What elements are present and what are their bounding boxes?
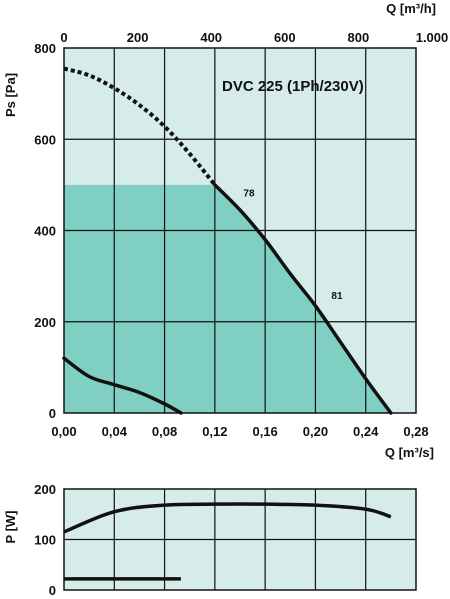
x-tick-label: 0,12 bbox=[202, 424, 227, 439]
x2-tick-label: 400 bbox=[200, 30, 222, 45]
power-tick-label: 0 bbox=[49, 583, 56, 598]
power-tick-label: 200 bbox=[34, 482, 56, 497]
bottom-axis-label: Q [m³/s] bbox=[385, 445, 434, 460]
power-chart-frame bbox=[63, 488, 417, 591]
x-tick-label: 0,28 bbox=[403, 424, 428, 439]
pressure-curves bbox=[62, 66, 393, 415]
x2-tick-label: 800 bbox=[348, 30, 370, 45]
x-tick-label: 0,24 bbox=[353, 424, 379, 439]
pressure-chart-frame bbox=[63, 47, 417, 414]
y-tick-label: 200 bbox=[34, 315, 56, 330]
x-tick-label: 0,04 bbox=[102, 424, 128, 439]
power-tick-label: 100 bbox=[34, 533, 56, 548]
x-tick-label: 0,16 bbox=[252, 424, 277, 439]
chart-title: DVC 225 (1Ph/230V) bbox=[222, 78, 364, 95]
x-tick-label: 0,00 bbox=[51, 424, 76, 439]
power-axis-label: P [W] bbox=[3, 511, 18, 544]
power-chart-ticks: 0 100 200 bbox=[34, 482, 56, 598]
power-curve bbox=[63, 502, 392, 534]
y-tick-label: 0 bbox=[49, 406, 56, 421]
efficiency-label: 81 bbox=[331, 291, 343, 302]
pressure-curve-solid bbox=[213, 183, 393, 415]
x-tick-label: 0,08 bbox=[152, 424, 177, 439]
y-tick-label: 800 bbox=[34, 41, 56, 56]
top-axis-label: Q [m³/h] bbox=[386, 1, 436, 16]
efficiency-label: 78 bbox=[243, 189, 255, 200]
efficiency-labels: 78 81 bbox=[243, 189, 343, 303]
x2-tick-label: 600 bbox=[274, 30, 296, 45]
pressure-chart-grid bbox=[64, 48, 416, 413]
pressure-curve-chart: 0,00 0,04 0,08 0,12 0,16 0,20 0,24 0,28 0 200 400 6… bbox=[3, 1, 448, 460]
x2-tick-label: 1.000 bbox=[416, 30, 449, 45]
operating-zone bbox=[64, 184, 391, 413]
y-tick-label: 400 bbox=[34, 224, 56, 239]
y-tick-label: 600 bbox=[34, 132, 56, 147]
power-curve-chart: 0 100 200 P [W] bbox=[3, 482, 417, 598]
pressure-curve-dashed bbox=[63, 66, 217, 187]
pressure-chart-ticks: 0,00 0,04 0,08 0,12 0,16 0,20 0,24 0,28 0 200 400 6… bbox=[34, 30, 448, 439]
pressure-axis-label: Ps [Pa] bbox=[3, 73, 18, 117]
x2-tick-label: 200 bbox=[127, 30, 149, 45]
x-tick-label: 0,20 bbox=[303, 424, 328, 439]
pressure-curve-low bbox=[62, 356, 183, 415]
power-curves bbox=[63, 502, 392, 581]
x2-tick-label: 0 bbox=[60, 30, 67, 45]
